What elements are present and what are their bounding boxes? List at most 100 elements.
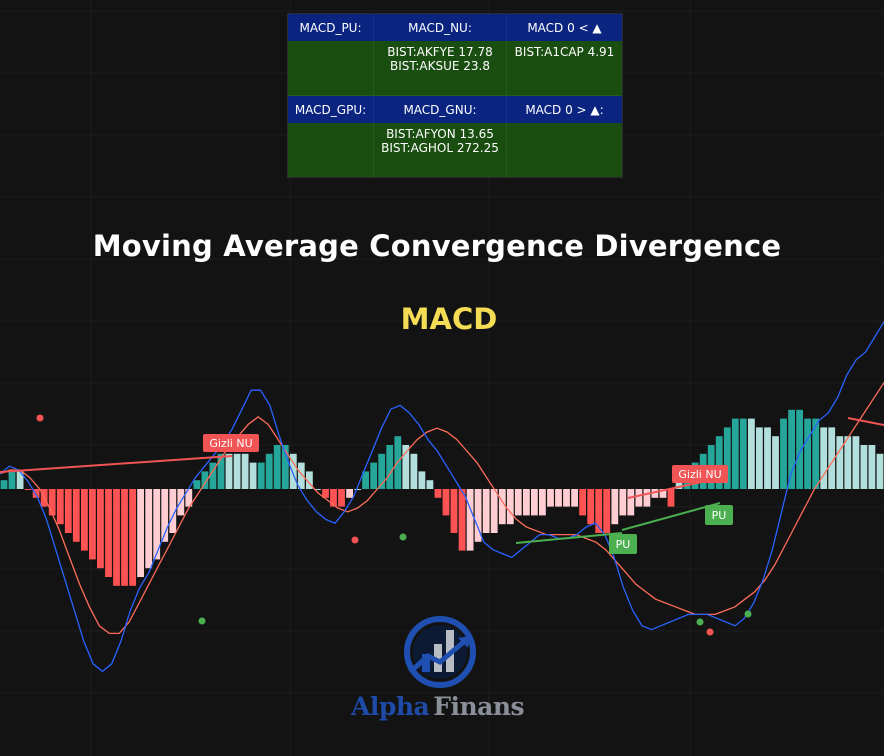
histogram-bar	[314, 489, 321, 490]
histogram-bar	[788, 409, 795, 489]
histogram-bar	[450, 489, 458, 533]
histogram-bar	[764, 427, 771, 489]
cell-macd-pu	[288, 41, 374, 96]
histogram-bar	[72, 489, 80, 542]
histogram-bar	[145, 489, 153, 569]
histogram-bar	[56, 489, 64, 525]
histogram-bar	[619, 489, 627, 516]
histogram-bar	[571, 489, 578, 507]
histogram-bar	[474, 489, 482, 542]
histogram-bar	[772, 436, 779, 489]
growth-chart-icon	[404, 616, 476, 688]
histogram-bar	[547, 489, 554, 507]
header-macd-pu: MACD_PU:	[288, 14, 374, 41]
macd-line	[0, 321, 884, 673]
histogram-bar	[812, 418, 820, 489]
divergence-label: PU	[705, 505, 733, 525]
ticker-aksue: BIST:AKSUE 23.8	[389, 59, 491, 73]
histogram-bar	[780, 418, 787, 489]
histogram-bar	[659, 489, 667, 498]
histogram-bar	[402, 445, 410, 489]
cell-macd-gnu: BIST:AFYON 13.65 BIST:AGHOL 272.25	[374, 123, 507, 177]
histogram-bars	[0, 409, 884, 586]
histogram-bar	[370, 462, 378, 489]
histogram-bar	[386, 445, 394, 489]
header-macd-above-zero-up: MACD 0 > ▲:	[507, 96, 622, 123]
histogram-bar	[868, 445, 876, 489]
cross-marker	[198, 617, 206, 625]
histogram-bar	[876, 453, 884, 489]
logo-wordmark: Alpha Finans	[351, 692, 525, 721]
svg-text:PU: PU	[712, 509, 727, 522]
histogram-bar	[24, 489, 32, 490]
histogram-bar	[249, 462, 257, 489]
histogram-bar	[362, 471, 369, 489]
logo-name-part1: Alpha	[351, 692, 430, 721]
histogram-bar	[97, 489, 104, 569]
histogram-bar	[121, 489, 128, 586]
histogram-bar	[498, 489, 506, 525]
histogram-bar	[161, 489, 169, 542]
histogram-bar	[209, 462, 217, 489]
histogram-bar	[603, 489, 611, 533]
macd-screener-table: MACD_PU: MACD_NU: MACD 0 < ▲ BIST:AKFYE …	[287, 13, 623, 178]
histogram-bar	[129, 489, 136, 586]
indicator-subtitle: MACD	[400, 302, 498, 336]
page-title: Moving Average Convergence Divergence	[92, 229, 782, 263]
histogram-bar	[185, 489, 193, 507]
histogram-bar	[490, 489, 498, 533]
histogram-bar	[354, 489, 361, 490]
histogram-bar	[322, 489, 329, 498]
divergence-line	[621, 502, 721, 531]
histogram-bar	[715, 436, 723, 489]
histogram-bar	[739, 418, 747, 489]
histogram-bar	[297, 462, 305, 489]
histogram-bar	[81, 489, 88, 551]
histogram-bar	[723, 427, 731, 489]
histogram-bar	[836, 436, 844, 489]
histogram-bar	[0, 480, 8, 489]
histogram-bar	[153, 489, 161, 560]
histogram-bar	[225, 453, 233, 489]
histogram-bar	[442, 489, 450, 516]
histogram-bar	[506, 489, 514, 525]
histogram-bar	[32, 489, 40, 498]
histogram-bar	[828, 427, 836, 489]
histogram-bar	[587, 489, 595, 525]
divergence-label: PU	[609, 534, 637, 554]
histogram-bar	[675, 480, 683, 489]
histogram-bar	[338, 489, 345, 507]
histogram-bar	[8, 471, 16, 489]
histogram-bar	[64, 489, 72, 533]
histogram-bar	[643, 489, 651, 507]
histogram-bar	[201, 471, 209, 489]
cell-macd-above-zero-up	[507, 123, 622, 177]
histogram-bar	[804, 418, 811, 489]
histogram-bar	[844, 436, 852, 489]
histogram-bar	[635, 489, 643, 507]
cross-markers	[36, 414, 752, 636]
histogram-bar	[281, 445, 289, 489]
histogram-bar	[523, 489, 530, 516]
histogram-bar	[466, 489, 474, 551]
histogram-bar	[193, 480, 201, 489]
svg-text:PU: PU	[616, 538, 631, 551]
svg-text:Gizli NU: Gizli NU	[678, 468, 721, 481]
cell-macd-nu: BIST:AKFYE 17.78 BIST:AKSUE 23.8	[374, 41, 507, 96]
histogram-bar	[852, 436, 860, 489]
divergence-line	[847, 417, 884, 426]
histogram-bar	[651, 489, 659, 498]
ticker-a1cap: BIST:A1CAP 4.91	[514, 45, 615, 59]
histogram-bar	[16, 471, 24, 489]
histogram-bar	[346, 489, 353, 498]
histogram-bar	[137, 489, 144, 577]
divergence-label: Gizli NU	[672, 465, 728, 483]
histogram-bar	[531, 489, 538, 516]
header-macd-gnu: MACD_GNU:	[374, 96, 507, 123]
histogram-bar	[265, 453, 273, 489]
cross-marker	[399, 533, 407, 541]
histogram-bar	[796, 409, 803, 489]
histogram-bar	[731, 418, 739, 489]
histogram-bar	[410, 453, 418, 489]
